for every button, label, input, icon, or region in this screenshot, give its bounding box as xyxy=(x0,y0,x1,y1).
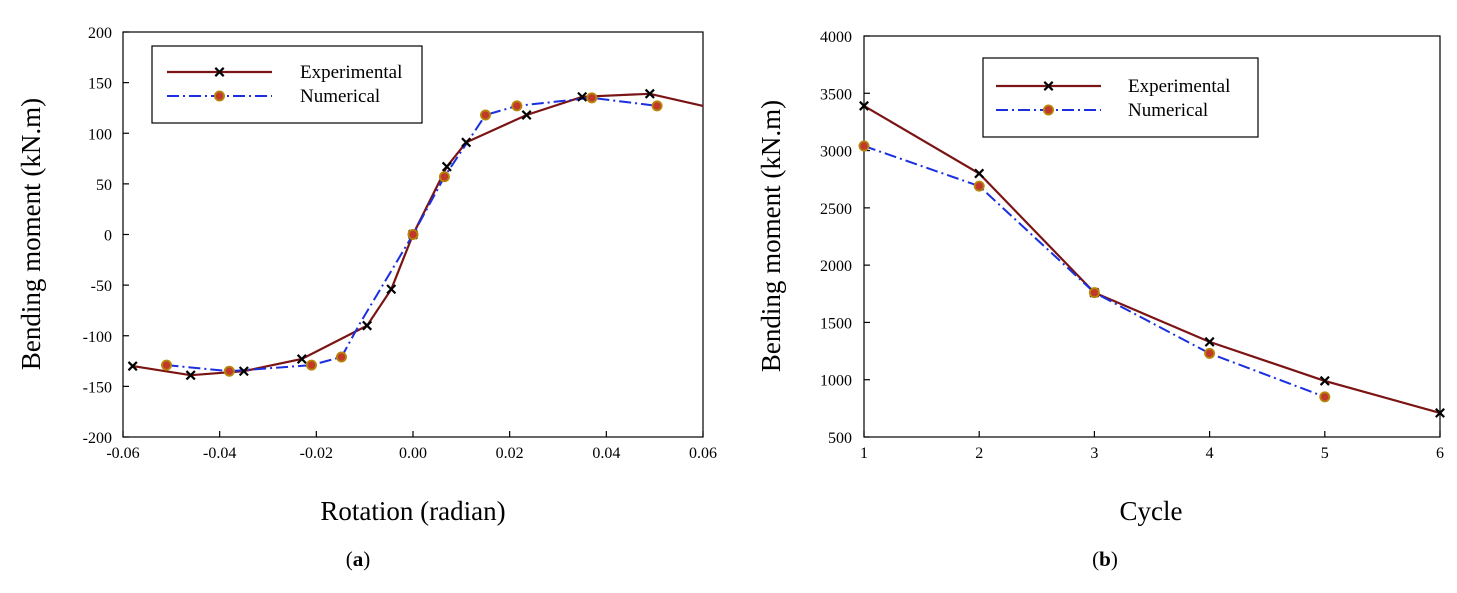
y-tick-label: 50 xyxy=(96,177,112,194)
y-tick-label: 100 xyxy=(88,126,112,143)
y-tick-label: 150 xyxy=(88,76,112,93)
y-tick-label: 4000 xyxy=(820,29,852,46)
chart-a: -200 -150 -100 -50 0 50 100 150 200 -0.06 -0.04 -0.… xyxy=(16,25,717,571)
data-point-numerical xyxy=(479,109,491,121)
data-point-experimental xyxy=(238,366,249,377)
data-point-experimental xyxy=(859,100,869,111)
data-point-numerical xyxy=(335,351,347,363)
y-tick-label: -100 xyxy=(83,329,112,346)
data-point-numerical xyxy=(511,100,523,112)
x-axis-title: Rotation (radian) xyxy=(320,496,505,526)
y-tick-label: 3500 xyxy=(820,86,852,103)
data-point-numerical xyxy=(651,100,663,112)
data-point-experimental xyxy=(386,284,397,295)
chart-b: 500 1000 1500 2000 2500 3000 3500 4000 1 2 3 4 5 6 Ben… xyxy=(756,29,1445,571)
data-point-numerical xyxy=(973,180,985,192)
y-tick-label: 2500 xyxy=(820,201,852,218)
panel-caption: (a) xyxy=(346,547,371,571)
data-point-experimental xyxy=(577,91,588,102)
legend-label-experimental: Experimental xyxy=(300,62,402,83)
legend-marker-numerical xyxy=(1043,104,1055,116)
y-tick-label: 200 xyxy=(88,25,112,42)
y-axis-title: Bending moment (kN.m) xyxy=(756,100,786,372)
legend-box xyxy=(151,45,423,124)
legend-marker-numerical xyxy=(213,90,225,102)
data-point-numerical xyxy=(223,365,235,377)
data-point-experimental xyxy=(296,354,307,365)
data-point-numerical xyxy=(586,92,598,104)
data-point-experimental xyxy=(974,168,985,179)
data-point-experimental xyxy=(644,88,655,99)
x-tick-label: -0.02 xyxy=(300,445,333,462)
data-point-experimental xyxy=(441,161,452,172)
panel-caption: (b) xyxy=(1092,547,1118,571)
data-point-numerical xyxy=(407,228,419,240)
legend: Experimental Numerical xyxy=(982,57,1259,138)
data-point-numerical xyxy=(438,171,450,183)
data-point-numerical xyxy=(1319,391,1331,403)
data-point-numerical xyxy=(1088,287,1100,299)
y-tick-label: 1000 xyxy=(820,373,852,390)
x-tick-label: 0.04 xyxy=(592,445,620,462)
x-tick-label: 0.06 xyxy=(689,445,717,462)
y-tick-label: 500 xyxy=(828,430,852,447)
legend-label-numerical: Numerical xyxy=(1128,100,1208,121)
series-line-experimental xyxy=(863,104,1441,414)
y-tick-label: -50 xyxy=(91,278,112,295)
x-tick-label: 5 xyxy=(1321,445,1329,462)
y-tick-label: 0 xyxy=(104,228,112,245)
legend: Experimental Numerical xyxy=(151,45,423,124)
legend-marker-experimental xyxy=(1043,81,1054,91)
x-tick-label: 1 xyxy=(860,445,868,462)
x-tick-label: 4 xyxy=(1206,445,1214,462)
y-tick-label: 2000 xyxy=(820,258,852,275)
data-point-experimental xyxy=(461,137,472,148)
x-tick-label: -0.06 xyxy=(106,445,139,462)
data-point-numerical xyxy=(1204,347,1216,359)
x-axis-title: Cycle xyxy=(1120,496,1183,526)
legend-box xyxy=(982,57,1259,138)
legend-label-numerical: Numerical xyxy=(300,86,380,107)
series-line-numerical xyxy=(863,145,1326,398)
legend-label-experimental: Experimental xyxy=(1128,76,1230,97)
x-tick-label: 6 xyxy=(1436,445,1444,462)
data-point-experimental xyxy=(127,361,138,372)
data-point-numerical xyxy=(160,359,172,371)
x-tick-label: 3 xyxy=(1090,445,1098,462)
y-tick-label: -200 xyxy=(83,430,112,447)
legend-marker-experimental xyxy=(214,67,225,77)
data-point-numerical xyxy=(305,359,317,371)
x-tick-label: 2 xyxy=(975,445,983,462)
data-point-experimental xyxy=(185,370,196,381)
x-tick-label: -0.04 xyxy=(203,445,236,462)
data-point-experimental xyxy=(362,320,373,331)
y-tick-label: 1500 xyxy=(820,315,852,332)
y-axis-title: Bending moment (kN.m) xyxy=(16,98,46,370)
data-point-experimental xyxy=(1319,375,1330,386)
data-point-experimental xyxy=(1435,407,1445,418)
y-tick-label: -150 xyxy=(83,379,112,396)
y-tick-label: 3000 xyxy=(820,144,852,161)
data-point-numerical xyxy=(858,140,870,152)
data-point-experimental xyxy=(521,110,532,121)
x-tick-label: 0.02 xyxy=(496,445,524,462)
plot-frame xyxy=(863,35,1441,438)
data-point-experimental xyxy=(1204,336,1215,347)
x-tick-label: 0.00 xyxy=(399,445,427,462)
